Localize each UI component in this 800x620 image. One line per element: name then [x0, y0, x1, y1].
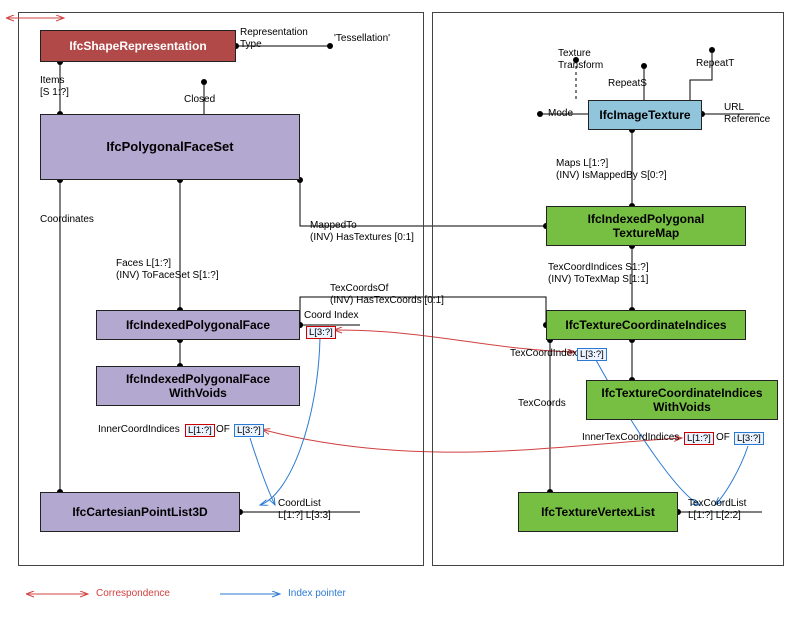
badge-b-of1: OF — [216, 424, 230, 436]
label-l-texci2: TexCoordIndex — [510, 348, 577, 360]
node-ifc-indexed-polygonal-face: IfcIndexedPolygonalFace — [96, 310, 300, 340]
badge-b-of2: OF — [716, 432, 730, 444]
label-l-items: Items [S 1:?] — [40, 75, 69, 99]
legend-correspondence — [0, 0, 6, 24]
label-l-texcoordof: TexCoordsOf (INV) HasTexCoords [0:1] — [330, 283, 444, 307]
label-l-mode: Mode — [548, 108, 573, 120]
right-panel — [432, 12, 784, 566]
label-l-rep-type: Representation Type — [240, 27, 308, 51]
label-l-coordidx: Coord Index — [304, 310, 358, 322]
badge-b-itci1: L[1:?] — [684, 432, 714, 445]
node-ifc-image-texture: IfcImageTexture — [588, 100, 702, 130]
node-ifc-indexed-polygonal-face-with-voids: IfcIndexedPolygonalFaceWithVoids — [96, 366, 300, 406]
node-ifc-cartesian-point-list-3d: IfcCartesianPointList3D — [40, 492, 240, 532]
label-l-texcoords: TexCoords — [518, 398, 566, 410]
node-ifc-indexed-polygonal-texture-map: IfcIndexedPolygonalTextureMap — [546, 206, 746, 246]
legend-index-pointer: Index pointer — [288, 588, 346, 600]
badge-b-coordidx: L[3:?] — [306, 326, 336, 339]
label-l-faces: Faces L[1:?] (INV) ToFaceSet S[1:?] — [116, 258, 219, 282]
legend-correspondence: Correspondence — [96, 588, 170, 600]
label-l-coords: Coordinates — [40, 214, 94, 226]
node-ifc-texture-coordinate-indices-with-voids: IfcTextureCoordinateIndicesWithVoids — [586, 380, 778, 420]
label-l-inner-ci: InnerCoordIndices — [98, 424, 180, 436]
label-l-texclist: TexCoordList L[1:?] L[2:2] — [688, 498, 746, 522]
label-l-repeatt: RepeatT — [696, 58, 734, 70]
node-ifc-texture-coordinate-indices: IfcTextureCoordinateIndices — [546, 310, 746, 340]
label-l-tex-tr: Texture Transform — [558, 48, 603, 72]
label-l-coordlist: CoordList L[1:?] L[3:3] — [278, 498, 331, 522]
node-ifc-polygonal-face-set: IfcPolygonalFaceSet — [40, 114, 300, 180]
label-l-closed: Closed — [184, 94, 215, 106]
label-l-maps: Maps L[1:?] (INV) IsMappedBy S[0:?] — [556, 158, 667, 182]
label-l-tci: TexCoordIndices S1:?] (INV) ToTexMap S[1… — [548, 262, 649, 286]
badge-b-inner1: L[1:?] — [185, 424, 215, 437]
label-l-repeats: RepeatS — [608, 78, 647, 90]
label-l-url: URL Reference — [724, 102, 770, 126]
badge-b-texci: L[3:?] — [577, 348, 607, 361]
label-l-inner-tci: InnerTexCoordIndices — [582, 432, 679, 444]
label-l-mappedto: MappedTo (INV) HasTextures [0:1] — [310, 220, 414, 244]
label-l-tess: 'Tessellation' — [334, 33, 390, 45]
node-ifc-texture-vertex-list: IfcTextureVertexList — [518, 492, 678, 532]
node-ifc-shape-representation: IfcShapeRepresentation — [40, 30, 236, 62]
badge-b-itci2: L[3:?] — [734, 432, 764, 445]
badge-b-inner2: L[3:?] — [234, 424, 264, 437]
